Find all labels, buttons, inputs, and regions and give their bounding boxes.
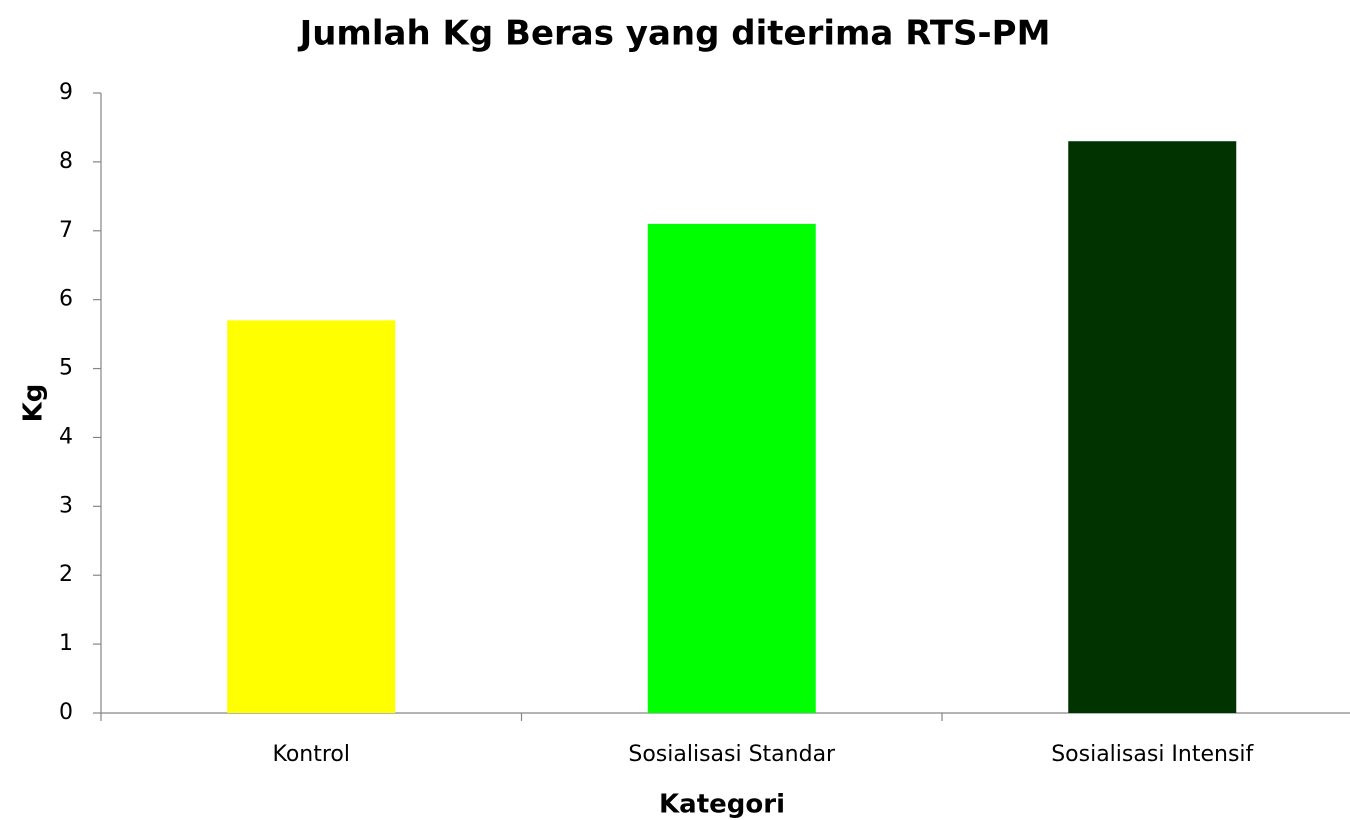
bar	[647, 223, 816, 713]
y-tick-label: 0	[59, 700, 73, 725]
x-tick-label: Kontrol	[273, 742, 351, 767]
y-tick-label: 4	[59, 424, 73, 449]
y-tick-label: 7	[59, 218, 73, 243]
x-tick-label: Sosialisasi Intensif	[1051, 742, 1254, 767]
chart-title: Jumlah Kg Beras yang diterima RTS-PM	[298, 14, 1051, 54]
y-tick-label: 3	[59, 493, 73, 518]
y-tick-label: 2	[59, 562, 73, 587]
y-tick-label: 5	[59, 356, 73, 381]
bar	[1068, 141, 1237, 713]
x-tick-label: Sosialisasi Standar	[628, 742, 836, 767]
y-tick-label: 6	[59, 287, 73, 312]
y-tick-label: 1	[59, 631, 73, 656]
y-tick-label: 9	[59, 80, 73, 105]
y-axis-title: Kg	[19, 384, 49, 423]
x-axis-title: Kategori	[659, 790, 785, 820]
bar	[227, 320, 396, 713]
y-tick-label: 8	[59, 149, 73, 174]
